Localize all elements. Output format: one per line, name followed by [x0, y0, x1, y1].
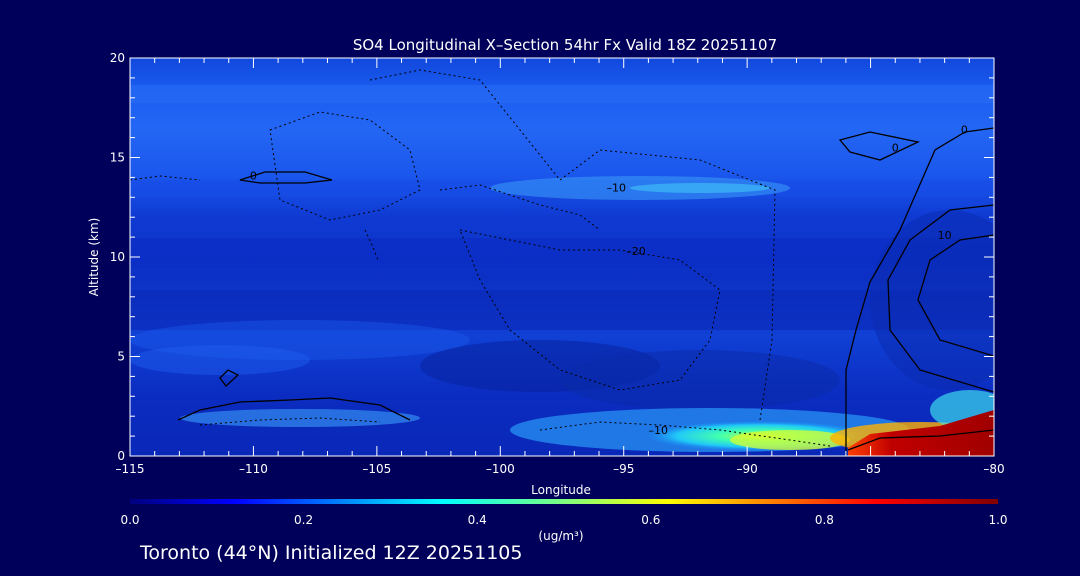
colorbar-tick-label: 0.4 [468, 513, 487, 527]
x-tick-label: –110 [239, 462, 268, 476]
y-tick-label: 15 [110, 151, 125, 165]
contour-label: –10 [649, 424, 669, 437]
x-tick-label: –80 [983, 462, 1004, 476]
x-axis-label: Longitude [531, 483, 591, 497]
chart-title: SO4 Longitudinal X–Section 54hr Fx Valid… [353, 36, 777, 54]
colorbar-tick-label: 0.8 [815, 513, 834, 527]
colorbar-unit-label: (ug/m³) [538, 529, 583, 543]
contour-label: 0 [250, 169, 257, 182]
concentration-field [130, 58, 994, 456]
colorbar-tick-label: 0.0 [120, 513, 139, 527]
colorbar-tick-label: 0.6 [641, 513, 660, 527]
contour-label: 10 [938, 229, 952, 242]
y-tick-label: 0 [117, 449, 125, 463]
x-tick-label: –100 [486, 462, 515, 476]
colorbar [130, 499, 998, 504]
x-tick-label: –115 [116, 462, 145, 476]
contour-label: 0 [961, 124, 968, 137]
contour-label: –10 [607, 181, 627, 194]
contour-label: –20 [626, 245, 646, 258]
colorbar-tick-label: 1.0 [988, 513, 1007, 527]
y-tick-label: 5 [117, 350, 125, 364]
contour-label: 0 [892, 142, 899, 155]
colorbar-tick-label: 0.2 [294, 513, 313, 527]
x-tick-label: –85 [860, 462, 881, 476]
x-tick-label: –90 [737, 462, 758, 476]
run-caption: Toronto (44°N) Initialized 12Z 20251105 [140, 542, 523, 564]
x-tick-label: –95 [613, 462, 634, 476]
y-axis-label: Altitude (km) [87, 218, 101, 297]
y-tick-label: 20 [110, 51, 125, 65]
x-tick-label: –105 [362, 462, 391, 476]
y-tick-label: 10 [110, 250, 125, 264]
